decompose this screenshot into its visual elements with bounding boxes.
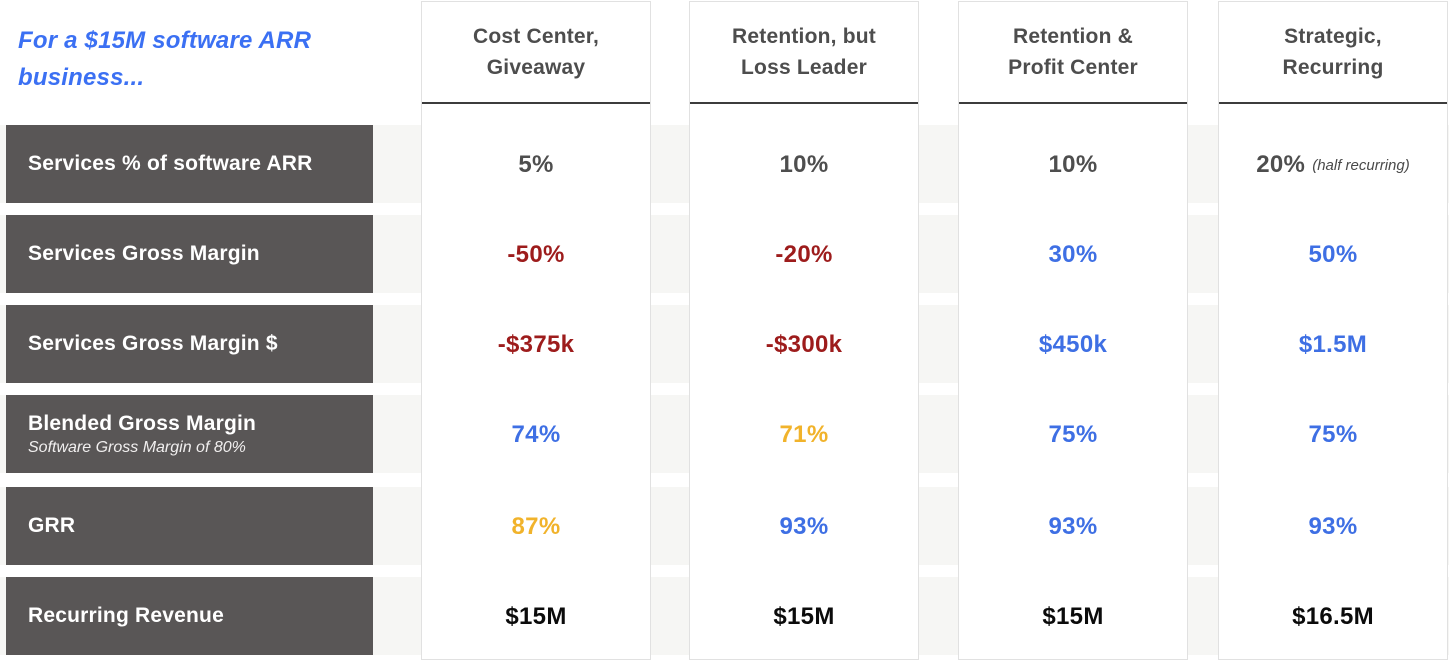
column-header-line2: Recurring xyxy=(1282,56,1384,79)
cell-value: 74% xyxy=(511,421,561,448)
table-cell: $450k xyxy=(959,306,1187,384)
cell-value: -50% xyxy=(507,241,565,268)
cell-value: 5% xyxy=(518,151,554,178)
column-header: Retention, but Loss Leader xyxy=(690,2,918,104)
cell-value: 93% xyxy=(1308,513,1358,540)
column-header-line1: Retention & xyxy=(1012,25,1134,48)
column-header: Cost Center, Giveaway xyxy=(422,2,650,104)
table-cell: 93% xyxy=(1219,488,1447,566)
cell-value: 93% xyxy=(779,513,829,540)
cell-value: 10% xyxy=(1048,151,1098,178)
row-label-text: GRR xyxy=(28,514,76,537)
row-label-text: Blended Gross Margin xyxy=(28,411,257,435)
cell-value: 71% xyxy=(779,421,829,448)
row-label-recurring-revenue: Recurring Revenue xyxy=(6,577,373,655)
table-cell: -20% xyxy=(690,216,918,294)
page-title-line1: For a $15M software ARR xyxy=(18,27,312,54)
table-cell: 10% xyxy=(690,126,918,204)
cell-note: (half recurring) xyxy=(1312,156,1410,174)
table-cell: 87% xyxy=(422,488,650,566)
cell-value: 93% xyxy=(1048,513,1098,540)
column-header-line1: Cost Center, xyxy=(472,25,600,48)
cell-value: -$375k xyxy=(497,331,575,358)
cell-value: 20% xyxy=(1256,151,1306,178)
row-label-subtext: Software Gross Margin of 80% xyxy=(28,438,246,456)
column-header: Strategic, Recurring xyxy=(1219,2,1447,104)
cell-value: -$300k xyxy=(765,331,843,358)
cell-value: 87% xyxy=(511,513,561,540)
cell-value: $16.5M xyxy=(1292,603,1374,630)
table-cell: $15M xyxy=(959,578,1187,656)
cell-value: $15M xyxy=(1042,603,1104,630)
table-cell: 75% xyxy=(1219,396,1447,474)
row-label-grr: GRR xyxy=(6,487,373,565)
column-card-loss-leader: Retention, but Loss Leader 10% -20% -$30… xyxy=(689,1,919,660)
table-cell: 74% xyxy=(422,396,650,474)
cell-value: 75% xyxy=(1308,421,1358,448)
cell-value: 30% xyxy=(1048,241,1098,268)
page-title-line2: business... xyxy=(18,64,145,91)
cell-value: 50% xyxy=(1308,241,1358,268)
column-header-line2: Loss Leader xyxy=(741,56,867,79)
row-label-services-gross-margin: Services Gross Margin xyxy=(6,215,373,293)
table-cell: 5% xyxy=(422,126,650,204)
column-card-cost-center: Cost Center, Giveaway 5% -50% -$375k 74%… xyxy=(421,1,651,660)
cell-value: $15M xyxy=(505,603,567,630)
table-cell: -50% xyxy=(422,216,650,294)
row-label-text: Recurring Revenue xyxy=(28,604,224,627)
table-cell: 20% (half recurring) xyxy=(1219,126,1447,204)
table-cell: 50% xyxy=(1219,216,1447,294)
cell-value: -20% xyxy=(775,241,833,268)
table-cell: 10% xyxy=(959,126,1187,204)
table-cell: 30% xyxy=(959,216,1187,294)
row-label-text: Services Gross Margin xyxy=(28,242,260,265)
column-header-line1: Retention, but xyxy=(732,25,876,48)
row-label-services-pct-arr: Services % of software ARR xyxy=(6,125,373,203)
column-header-line2: Profit Center xyxy=(1008,56,1138,79)
cell-value: $1.5M xyxy=(1298,331,1368,358)
column-card-profit-center: Retention & Profit Center 10% 30% $450k … xyxy=(958,1,1188,660)
column-card-strategic: Strategic, Recurring 20% (half recurring)… xyxy=(1218,1,1448,660)
cell-value: 10% xyxy=(779,151,829,178)
table-cell: 93% xyxy=(690,488,918,566)
table-cell: $16.5M xyxy=(1219,578,1447,656)
table-cell: 93% xyxy=(959,488,1187,566)
cell-value: 75% xyxy=(1048,421,1098,448)
table-cell: -$300k xyxy=(690,306,918,384)
column-header-line1: Strategic, xyxy=(1284,25,1382,48)
row-label-blended-gross-margin: Blended Gross Margin Software Gross Marg… xyxy=(6,395,373,473)
table-cell: 75% xyxy=(959,396,1187,474)
table-cell: -$375k xyxy=(422,306,650,384)
table-cell: $1.5M xyxy=(1219,306,1447,384)
row-label-text: Services Gross Margin $ xyxy=(28,332,278,355)
row-label-services-gross-margin-dollars: Services Gross Margin $ xyxy=(6,305,373,383)
page-title: For a $15M software ARR business... xyxy=(18,22,378,96)
column-header: Retention & Profit Center xyxy=(959,2,1187,104)
table-cell: 71% xyxy=(690,396,918,474)
cell-value: $450k xyxy=(1038,331,1108,358)
table-cell: $15M xyxy=(690,578,918,656)
row-label-text: Services % of software ARR xyxy=(28,152,313,175)
cell-value: $15M xyxy=(773,603,835,630)
table-cell: $15M xyxy=(422,578,650,656)
column-header-line2: Giveaway xyxy=(486,56,586,79)
